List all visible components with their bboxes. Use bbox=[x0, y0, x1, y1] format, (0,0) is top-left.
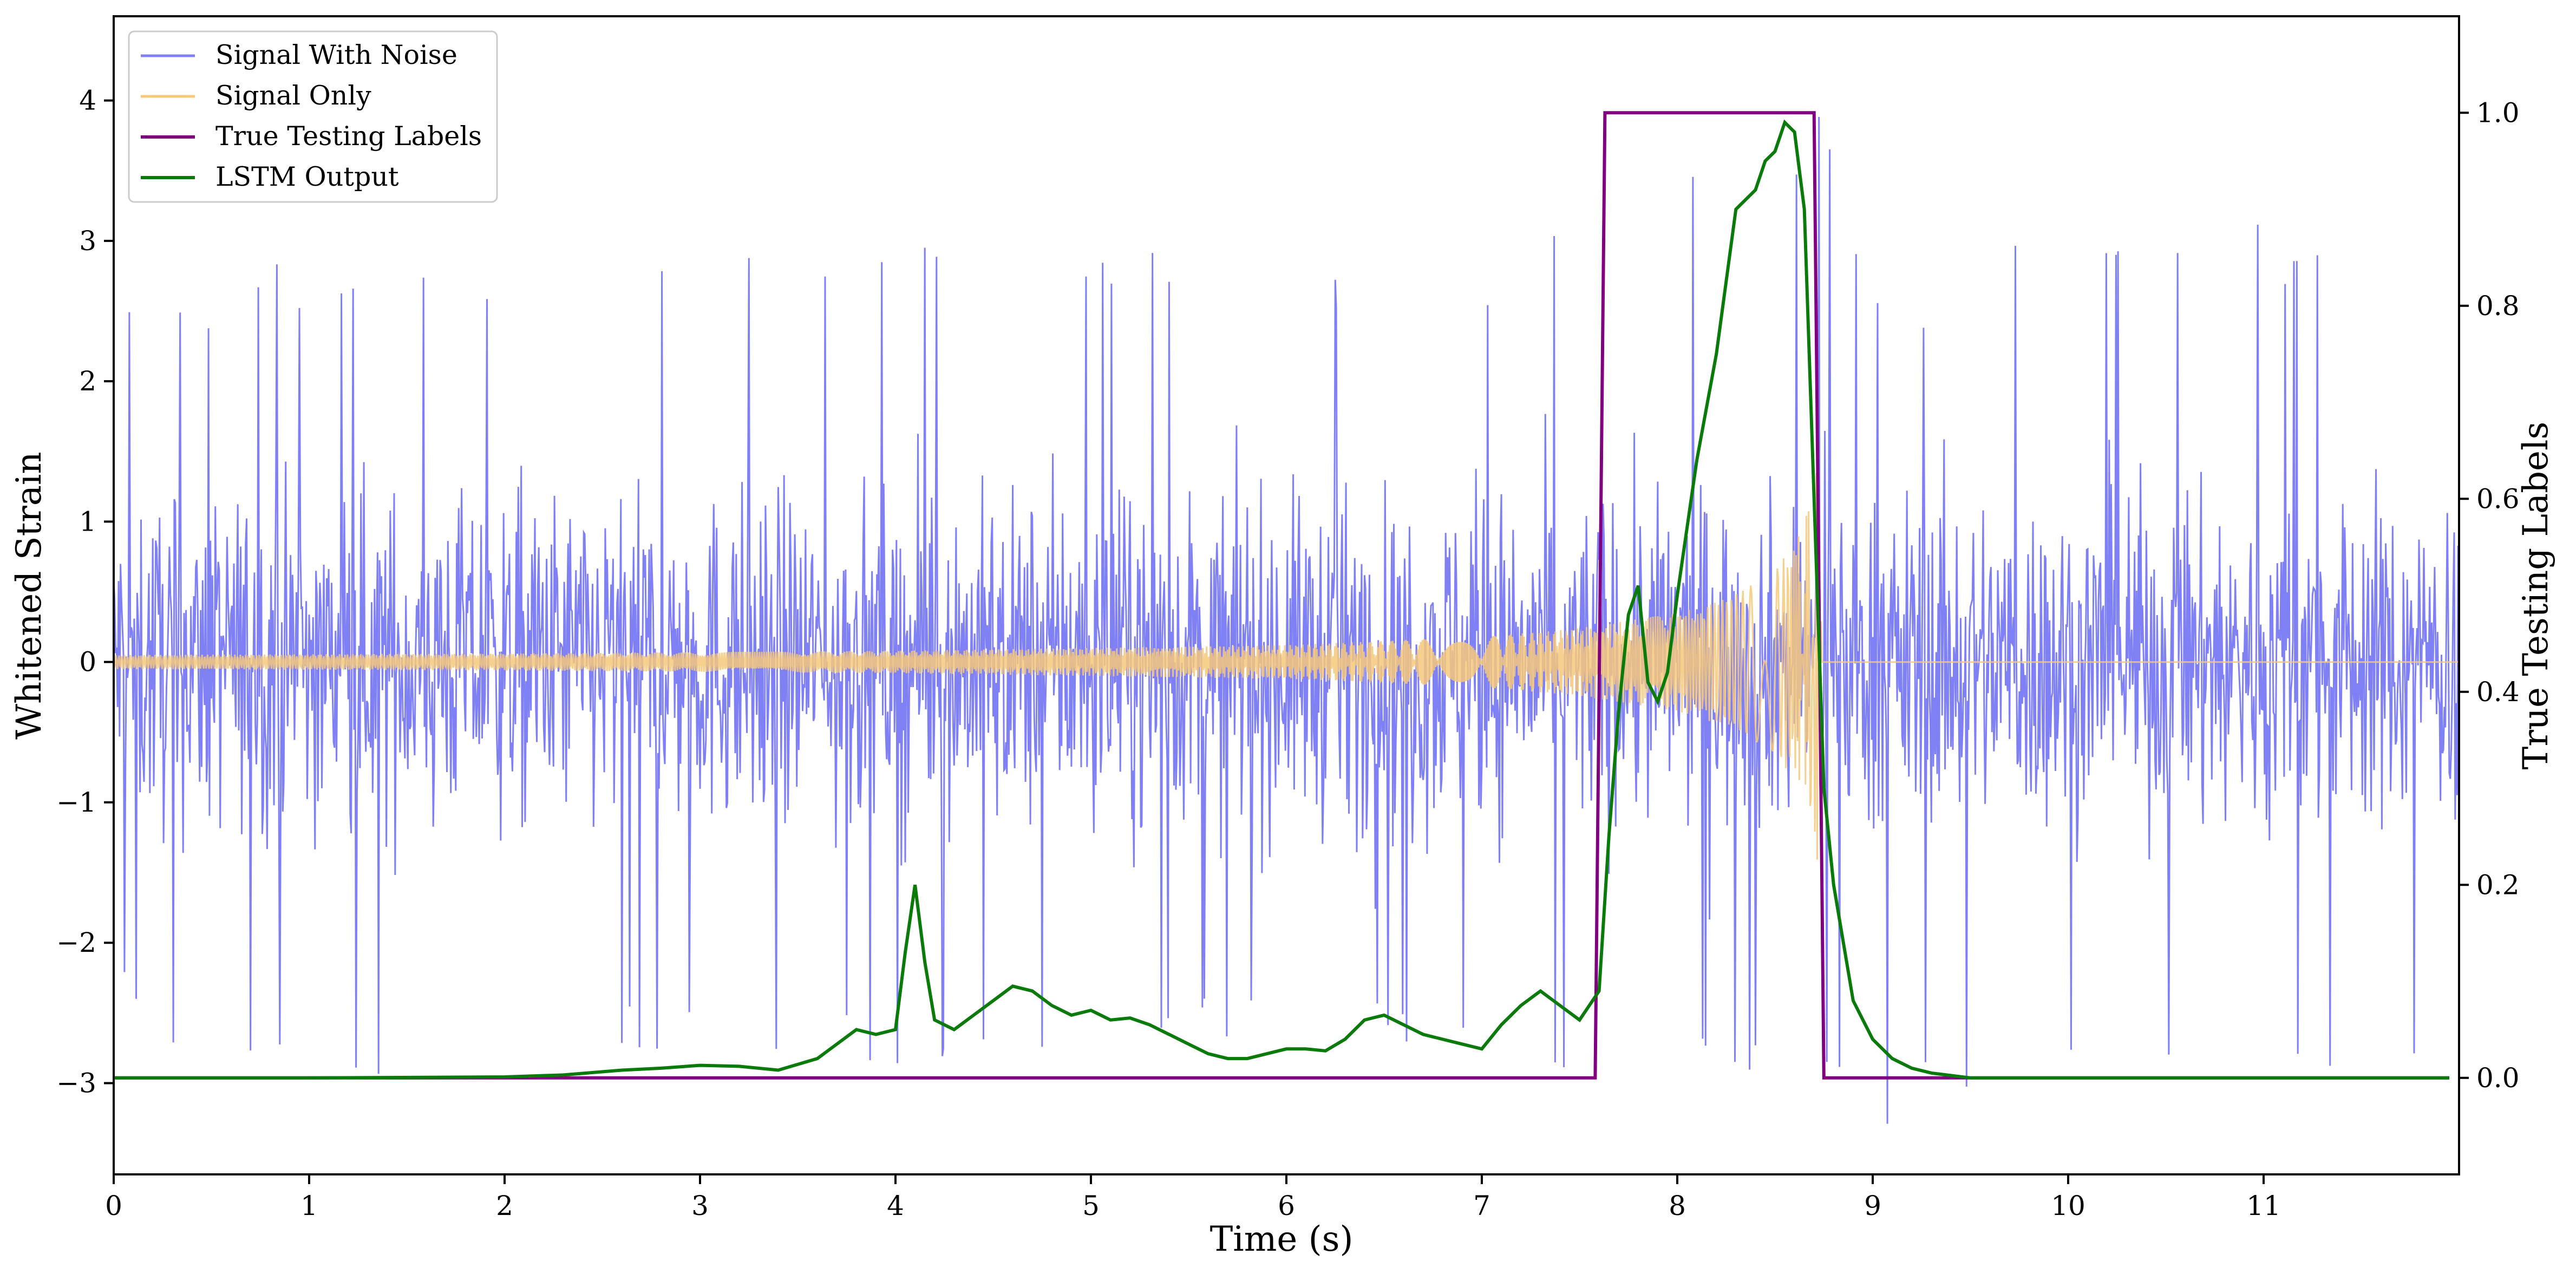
legend-label-signal-only: Signal Only bbox=[215, 80, 371, 111]
x-tick-label: 6 bbox=[1278, 1190, 1295, 1221]
y-tick-label: 3 bbox=[79, 225, 96, 257]
y-axis-right: 0.0 0.2 0.4 0.6 0.8 1.0 bbox=[2459, 97, 2520, 1094]
y-tick-label: 4 bbox=[79, 85, 96, 116]
y2-tick-label: 0.2 bbox=[2476, 869, 2520, 900]
y2-tick-label: 0.0 bbox=[2476, 1062, 2520, 1094]
y-tick-label: −3 bbox=[56, 1067, 96, 1099]
x-tick-label: 10 bbox=[2051, 1190, 2085, 1221]
y-tick-label: 0 bbox=[79, 646, 96, 678]
true-testing-labels-line bbox=[114, 111, 2449, 1080]
y-tick-label: −2 bbox=[56, 927, 96, 958]
legend-label-signal-with-noise: Signal With Noise bbox=[215, 40, 457, 70]
y-tick-label: 2 bbox=[79, 365, 96, 397]
legend: Signal With Noise Signal Only True Testi… bbox=[128, 30, 498, 203]
x-tick-label: 5 bbox=[1082, 1190, 1100, 1221]
x-tick-label: 3 bbox=[691, 1190, 709, 1221]
x-tick-label: 8 bbox=[1669, 1190, 1686, 1221]
lstm-output-path bbox=[114, 119, 2449, 1080]
legend-box bbox=[128, 30, 498, 203]
signal-only-path bbox=[113, 473, 2459, 860]
y-tick-label: 1 bbox=[79, 506, 96, 537]
y2-axis-label: True Testing Labels bbox=[2516, 422, 2556, 770]
legend-label-true-testing-labels: True Testing Labels bbox=[215, 121, 482, 152]
signal-with-noise-path bbox=[113, 116, 2460, 1124]
y2-tick-label: 0.4 bbox=[2476, 676, 2520, 708]
y2-tick-label: 0.8 bbox=[2476, 290, 2520, 322]
y-tick-label: −1 bbox=[56, 787, 96, 818]
legend-label-lstm-output: LSTM Output bbox=[215, 161, 399, 192]
x-tick-label: 4 bbox=[887, 1190, 904, 1221]
y-axis-label: Whitened Strain bbox=[9, 452, 49, 739]
true-testing-labels-path bbox=[114, 111, 2449, 1080]
x-tick-label: 1 bbox=[300, 1190, 318, 1221]
x-axis: 0 1 2 3 4 5 6 7 8 9 10 11 bbox=[105, 1174, 2281, 1221]
signal-only-line bbox=[113, 473, 2459, 860]
lstm-output-line bbox=[114, 119, 2449, 1080]
x-tick-label: 2 bbox=[496, 1190, 513, 1221]
y2-tick-label: 1.0 bbox=[2476, 97, 2520, 128]
x-tick-label: 0 bbox=[105, 1190, 122, 1221]
x-axis-label: Time (s) bbox=[1210, 1219, 1354, 1259]
plot-area bbox=[113, 111, 2460, 1124]
y-axis-left: −3 −2 −1 0 1 2 3 4 bbox=[56, 85, 114, 1099]
x-tick-label: 11 bbox=[2246, 1190, 2281, 1221]
x-tick-label: 9 bbox=[1864, 1190, 1881, 1221]
y2-tick-label: 0.6 bbox=[2476, 483, 2520, 514]
signal-with-noise-line bbox=[113, 116, 2460, 1124]
x-tick-label: 7 bbox=[1473, 1190, 1490, 1221]
